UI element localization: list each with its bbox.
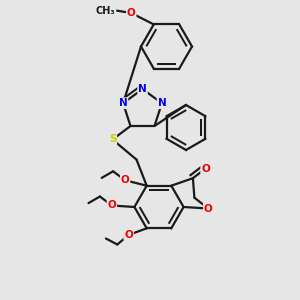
Text: N: N: [119, 98, 128, 108]
Text: S: S: [109, 134, 116, 145]
Text: O: O: [107, 200, 116, 211]
Text: N: N: [138, 84, 147, 94]
Text: CH₃: CH₃: [96, 6, 116, 16]
Text: O: O: [121, 175, 130, 185]
Text: O: O: [201, 164, 210, 174]
Text: O: O: [124, 230, 133, 240]
Text: N: N: [158, 98, 166, 108]
Text: O: O: [127, 8, 136, 18]
Text: O: O: [204, 203, 213, 214]
